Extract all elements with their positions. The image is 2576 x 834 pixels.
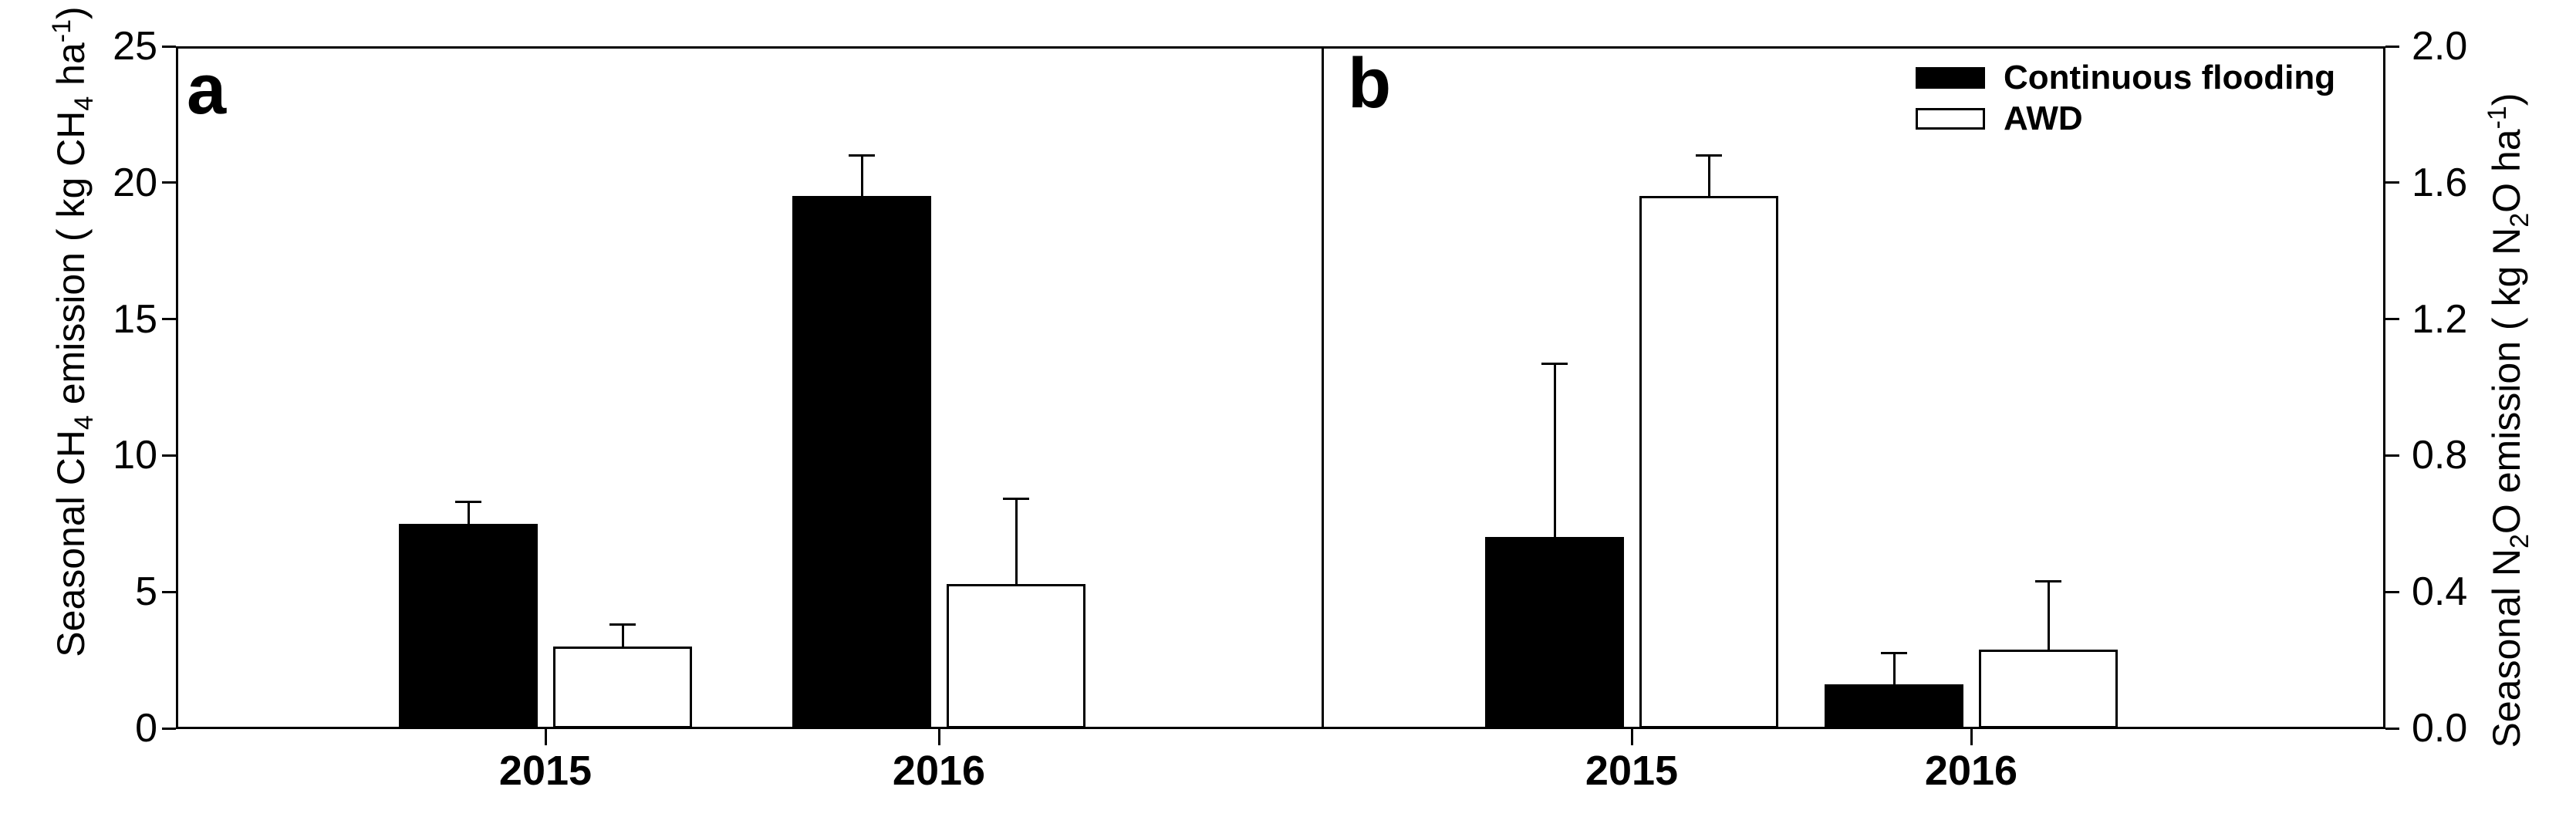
y-axis-tick-label: 20 bbox=[113, 160, 157, 205]
bar-b-2016-awd bbox=[1979, 650, 2118, 728]
y-axis-tick-label: 0.0 bbox=[2412, 706, 2468, 751]
y-axis-tick-label: 2.0 bbox=[2412, 24, 2468, 69]
bar-a-2015-continuous-flooding bbox=[399, 523, 538, 728]
legend-item-awd: AWD bbox=[1916, 100, 2335, 137]
y-axis-tick-label: 10 bbox=[113, 433, 157, 478]
error-bar-cap bbox=[2035, 580, 2061, 583]
bar-a-2015-awd bbox=[553, 646, 692, 728]
y-axis-tick bbox=[2385, 45, 2399, 48]
y-axis-tick-label: 0.4 bbox=[2412, 569, 2468, 615]
y-axis-tick-label: 1.6 bbox=[2412, 160, 2468, 205]
bar-b-2015-continuous-flooding bbox=[1485, 537, 1624, 728]
category-label: 2016 bbox=[892, 748, 986, 794]
x-axis-tick bbox=[544, 728, 547, 745]
y-axis-tick-label: 15 bbox=[113, 296, 157, 342]
y-axis-tick bbox=[2385, 454, 2399, 457]
error-bar-cap bbox=[455, 501, 481, 503]
y-axis-tick bbox=[162, 727, 176, 730]
y-axis-tick-label: 0 bbox=[135, 706, 157, 751]
legend-item-continuous-flooding: Continuous flooding bbox=[1916, 59, 2336, 96]
error-bar-line bbox=[2047, 581, 2050, 653]
panel-divider bbox=[1322, 46, 1324, 729]
error-bar-line bbox=[1892, 653, 1896, 687]
bar-a-2016-continuous-flooding bbox=[792, 196, 931, 728]
panel-b-letter: b bbox=[1348, 44, 1392, 123]
bar-a-2016-awd bbox=[947, 583, 1085, 728]
error-bar-cap bbox=[1003, 498, 1029, 501]
y-axis-tick bbox=[162, 318, 176, 321]
right-y-axis-title: Seasonal N2O emission ( kg N2O ha-1) bbox=[2483, 93, 2534, 748]
y-axis-tick-label: 1.2 bbox=[2412, 296, 2468, 342]
error-bar-cap bbox=[609, 623, 636, 626]
y-axis-tick bbox=[2385, 590, 2399, 593]
y-axis-tick bbox=[162, 590, 176, 593]
error-bar-cap bbox=[1881, 652, 1907, 655]
legend-label-awd: AWD bbox=[2004, 100, 2083, 137]
category-label: 2015 bbox=[498, 748, 593, 794]
legend-label-continuous-flooding: Continuous flooding bbox=[2004, 59, 2336, 96]
category-label: 2016 bbox=[1924, 748, 2018, 794]
error-bar-line bbox=[1707, 155, 1710, 199]
legend-swatch-white-icon bbox=[1916, 108, 1985, 130]
y-axis-tick-label: 25 bbox=[113, 24, 157, 69]
error-bar-cap bbox=[849, 154, 875, 157]
error-bar-cap bbox=[1541, 362, 1568, 365]
y-axis-tick bbox=[162, 45, 176, 48]
legend-swatch-black-icon bbox=[1916, 67, 1985, 89]
error-bar-line bbox=[1015, 498, 1018, 586]
y-axis-tick bbox=[2385, 727, 2399, 730]
y-axis-tick bbox=[2385, 181, 2399, 184]
y-axis-tick bbox=[162, 454, 176, 457]
y-axis-tick bbox=[2385, 318, 2399, 321]
error-bar-line bbox=[467, 501, 470, 526]
x-axis-tick bbox=[1630, 728, 1633, 745]
panel-a-letter: a bbox=[187, 50, 227, 129]
plot-frame bbox=[176, 46, 2385, 729]
bar-b-2016-continuous-flooding bbox=[1825, 684, 1963, 728]
x-axis-tick bbox=[937, 728, 940, 745]
x-axis-tick bbox=[1970, 728, 1973, 745]
error-bar-cap bbox=[1696, 154, 1722, 157]
bar-b-2015-awd bbox=[1639, 196, 1778, 728]
category-label: 2015 bbox=[1585, 748, 1679, 794]
error-bar-line bbox=[1553, 363, 1556, 540]
legend: Continuous flooding AWD bbox=[1916, 59, 2336, 148]
error-bar-line bbox=[860, 155, 863, 199]
error-bar-line bbox=[621, 624, 624, 649]
y-axis-tick-label: 0.8 bbox=[2412, 433, 2468, 478]
y-axis-tick bbox=[162, 181, 176, 184]
y-axis-tick-label: 5 bbox=[135, 569, 157, 615]
